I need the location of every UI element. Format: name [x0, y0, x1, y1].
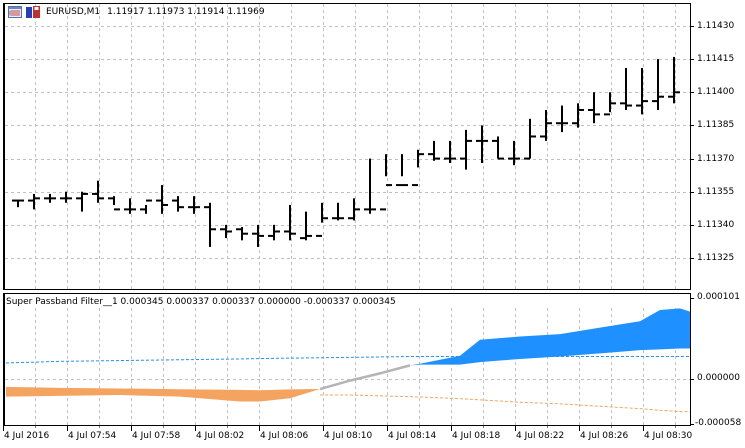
time-axis-label: 4 Jul 08:06 [260, 431, 309, 441]
ohlc-bar [252, 224, 264, 247]
ohlc-bar [156, 185, 168, 214]
ohlc-bar [396, 154, 408, 187]
time-axis-label: 4 Jul 08:18 [452, 431, 501, 441]
save-template-icon[interactable] [26, 6, 40, 18]
ohlc-bar [572, 103, 584, 128]
ohlc-bar [476, 125, 488, 163]
ohlc-bar [620, 67, 632, 110]
ohlc-bar [668, 56, 680, 104]
neutral-signal-line [319, 364, 411, 391]
upper-band-line [5, 356, 690, 364]
ohlc-bar [268, 224, 280, 241]
ohlc-bar [348, 198, 360, 221]
indicator-title: Super Passband Filter__1 0.000345 0.0003… [6, 297, 396, 307]
ohlc-bar [524, 118, 536, 160]
time-axis-label: 4 Jul 08:22 [516, 431, 565, 441]
time-axis-label: 4 Jul 07:58 [132, 431, 181, 441]
ohlc-bar [556, 105, 568, 133]
ohlc-bar [12, 199, 24, 208]
time-axis-label: 4 Jul 08:14 [388, 431, 437, 441]
ohlc-bar [444, 140, 456, 163]
price-axis-label: 1.11430 [697, 20, 735, 31]
ohlc-bar [236, 227, 248, 241]
ohlc-bar [300, 211, 312, 241]
ohlc-bar [428, 140, 440, 161]
ohlc-bar [124, 198, 136, 214]
price-axis-label: 1.11385 [697, 119, 735, 130]
ohlc-bar [188, 196, 200, 214]
chart-ohlc: 1.11917 1.11973 1.11914 1.11969 [107, 7, 265, 17]
chart-symbol: EURUSD,M1 [46, 7, 101, 17]
time-axis-label: 4 Jul 08:26 [580, 431, 629, 441]
ohlc-bar [412, 149, 424, 187]
bullish-fill [410, 308, 690, 366]
ohlc-bar [364, 158, 376, 214]
bearish-fill [6, 386, 320, 402]
ohlc-bar [380, 154, 392, 211]
indicator-axis-label: 0.000101 [697, 292, 740, 302]
time-axis-label: 4 Jul 08:02 [196, 431, 245, 441]
chart-header: EURUSD,M1 1.11917 1.11973 1.11914 1.1196… [8, 6, 265, 18]
ohlc-bar [76, 191, 88, 212]
time-axis-label: 4 Jul 08:10 [324, 431, 373, 441]
price-axis-label: 1.11355 [697, 186, 735, 197]
indicator-axis-label: 0.000000 [697, 373, 740, 383]
ohlc-bar [652, 59, 664, 110]
price-chart-canvas [5, 3, 694, 290]
price-axis-label: 1.11415 [697, 53, 735, 64]
lower-band-line [320, 394, 691, 413]
ohlc-bar [316, 202, 328, 237]
time-axis-label: 4 Jul 07:54 [68, 431, 117, 441]
ohlc-bar [204, 202, 216, 247]
ohlc-bar [332, 202, 344, 221]
price-axis-label: 1.11325 [697, 252, 735, 263]
ohlc-bar [604, 92, 616, 116]
chart-window-icon[interactable] [8, 6, 22, 18]
price-axis-label: 1.11340 [697, 219, 735, 230]
price-axis-label: 1.11400 [697, 86, 735, 97]
ohlc-bar [588, 92, 600, 124]
ohlc-bar [92, 180, 104, 203]
ohlc-bar [172, 196, 184, 212]
ohlc-bar [60, 191, 72, 203]
time-axis-label: 4 Jul 08:30 [644, 431, 693, 441]
indicator-axis-label: -0.000058 [695, 418, 742, 428]
ohlc-bar [220, 224, 232, 239]
ohlc-bar [508, 140, 520, 166]
ohlc-bar [540, 109, 552, 141]
ohlc-bar [460, 129, 472, 170]
ohlc-bar [28, 193, 40, 210]
ohlc-bar [492, 136, 504, 160]
time-axis-label: 4 Jul 2016 [4, 431, 50, 441]
ohlc-bar [636, 67, 648, 115]
indicator-pane[interactable] [3, 293, 691, 426]
ohlc-bar [108, 196, 120, 211]
ohlc-bar [284, 204, 296, 241]
ohlc-bar [44, 193, 56, 203]
price-chart-pane[interactable] [3, 3, 691, 290]
price-axis-label: 1.11370 [697, 153, 735, 164]
ohlc-bar [140, 199, 152, 214]
